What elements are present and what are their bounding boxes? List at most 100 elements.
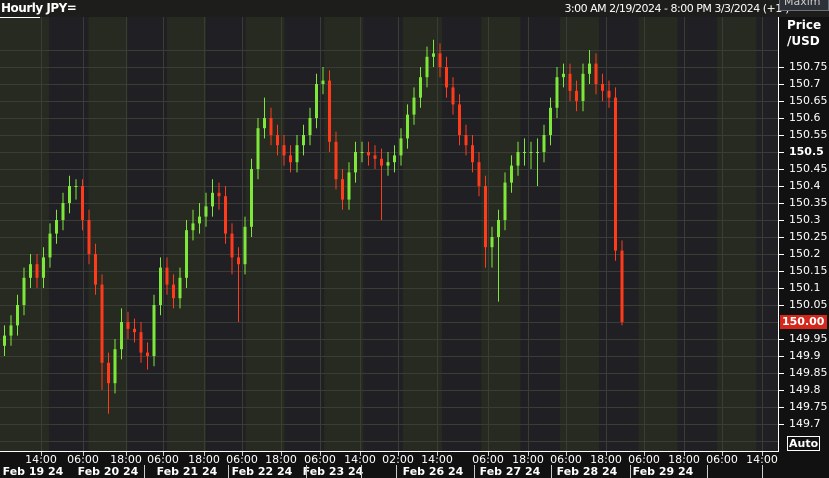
x-tick	[163, 452, 164, 456]
candle-body	[152, 305, 156, 356]
candle-body	[601, 84, 604, 91]
candle-body	[516, 152, 520, 166]
axis-title-price: Price	[787, 18, 822, 32]
x-tick-label: 06:00	[706, 453, 738, 466]
y-tick-label: 150.35	[789, 196, 828, 209]
x-tick-label: 18:00	[110, 453, 142, 466]
x-tick-label: 06:00	[472, 453, 504, 466]
price-axis[interactable]: Price /USD 150.00 Auto 150.75 150.7 150.65…	[779, 17, 829, 452]
session-band	[638, 17, 678, 452]
x-tick-label: 06:00	[550, 453, 582, 466]
candle-body	[42, 257, 45, 278]
y-tick	[779, 288, 784, 289]
date-separator	[551, 465, 552, 478]
plot-area[interactable]	[0, 17, 779, 452]
session-band	[363, 17, 403, 452]
candle-body	[9, 325, 13, 336]
y-tick-label: 150.05	[789, 298, 828, 311]
candle-body	[581, 73, 585, 101]
y-tick-label: 150.5	[789, 145, 824, 158]
date-label: Feb 28 24	[556, 465, 618, 478]
candle-body	[263, 118, 266, 129]
candle-body	[607, 90, 611, 98]
candle-body	[211, 192, 214, 207]
y-tick	[779, 390, 784, 391]
x-tick	[722, 452, 723, 456]
x-tick-label: 06:00	[147, 453, 179, 466]
candle-body	[451, 87, 455, 105]
y-tick	[779, 373, 784, 374]
candle-body	[334, 141, 338, 180]
session-band	[245, 17, 285, 452]
candle-body	[16, 305, 19, 326]
date-separator	[762, 465, 763, 478]
y-tick	[779, 169, 784, 170]
candle-body	[393, 155, 396, 163]
auto-scale-button[interactable]: Auto	[787, 436, 821, 451]
candle-body	[484, 186, 487, 248]
candle-body	[81, 186, 84, 220]
y-tick-label: 150.55	[789, 128, 828, 141]
candle-body	[87, 220, 91, 254]
candle-body	[133, 328, 136, 333]
y-tick	[779, 356, 784, 357]
x-tick	[41, 452, 42, 456]
y-tick	[779, 271, 784, 272]
candle-body	[549, 107, 552, 135]
x-tick-label: 18:00	[590, 453, 622, 466]
y-tick	[779, 118, 784, 119]
x-tick-label: 14:00	[25, 453, 57, 466]
session-band	[88, 17, 128, 452]
candle-body	[458, 104, 461, 135]
candle-body	[315, 84, 318, 118]
candle-body	[354, 152, 357, 173]
candle-body	[419, 77, 422, 98]
candle-body	[373, 155, 377, 159]
x-tick	[398, 452, 399, 456]
y-tick-label: 149.9	[789, 349, 821, 362]
candle-body	[497, 220, 500, 237]
axis-title: Price /USD	[787, 17, 821, 49]
date-range[interactable]: 3:00 AM 2/19/2024 - 8:00 PM 3/3/2024 (+1…	[564, 2, 789, 15]
date-label: Feb 29 24	[632, 465, 694, 478]
session-band	[49, 17, 89, 452]
date-separator	[707, 465, 708, 478]
candle-body	[100, 284, 104, 363]
x-tick-label: 14:00	[344, 453, 376, 466]
y-tick-label: 150.45	[789, 162, 828, 175]
x-tick	[488, 452, 489, 456]
time-axis[interactable]: 14:00 06:00 18:00 06:00 18:00 06:00 18:00 06:00…	[0, 452, 829, 478]
candle-body	[178, 277, 182, 299]
x-tick	[644, 452, 645, 456]
date-label: Feb 23 24	[302, 465, 364, 478]
date-label: Feb 19 24	[2, 465, 64, 478]
x-tick-label: 18:00	[265, 453, 297, 466]
y-tick-label: 150.15	[789, 264, 828, 277]
y-tick-label: 149.8	[789, 383, 821, 396]
candle-body	[568, 73, 572, 91]
y-tick	[779, 101, 784, 102]
tooltip: Maxim	[779, 0, 829, 11]
x-tick	[281, 452, 282, 456]
x-tick	[684, 452, 685, 456]
x-tick	[204, 452, 205, 456]
candle-body	[503, 182, 507, 220]
candle-body	[588, 63, 591, 74]
date-separator	[228, 465, 229, 478]
date-separator	[396, 465, 397, 478]
candle-body	[432, 53, 435, 57]
candle-body	[29, 264, 32, 278]
candle-body	[445, 67, 448, 88]
candle-body	[523, 152, 526, 153]
candle-body	[575, 90, 578, 101]
candle-body	[61, 203, 65, 220]
y-tick-label: 150.3	[789, 213, 821, 226]
y-tick	[779, 407, 784, 408]
axis-title-unit: /USD	[787, 34, 820, 48]
candle-body	[113, 349, 117, 384]
x-tick	[606, 452, 607, 456]
x-tick	[566, 452, 567, 456]
x-tick	[762, 452, 763, 456]
candle-body	[425, 56, 429, 78]
x-tick-label: 18:00	[512, 453, 544, 466]
